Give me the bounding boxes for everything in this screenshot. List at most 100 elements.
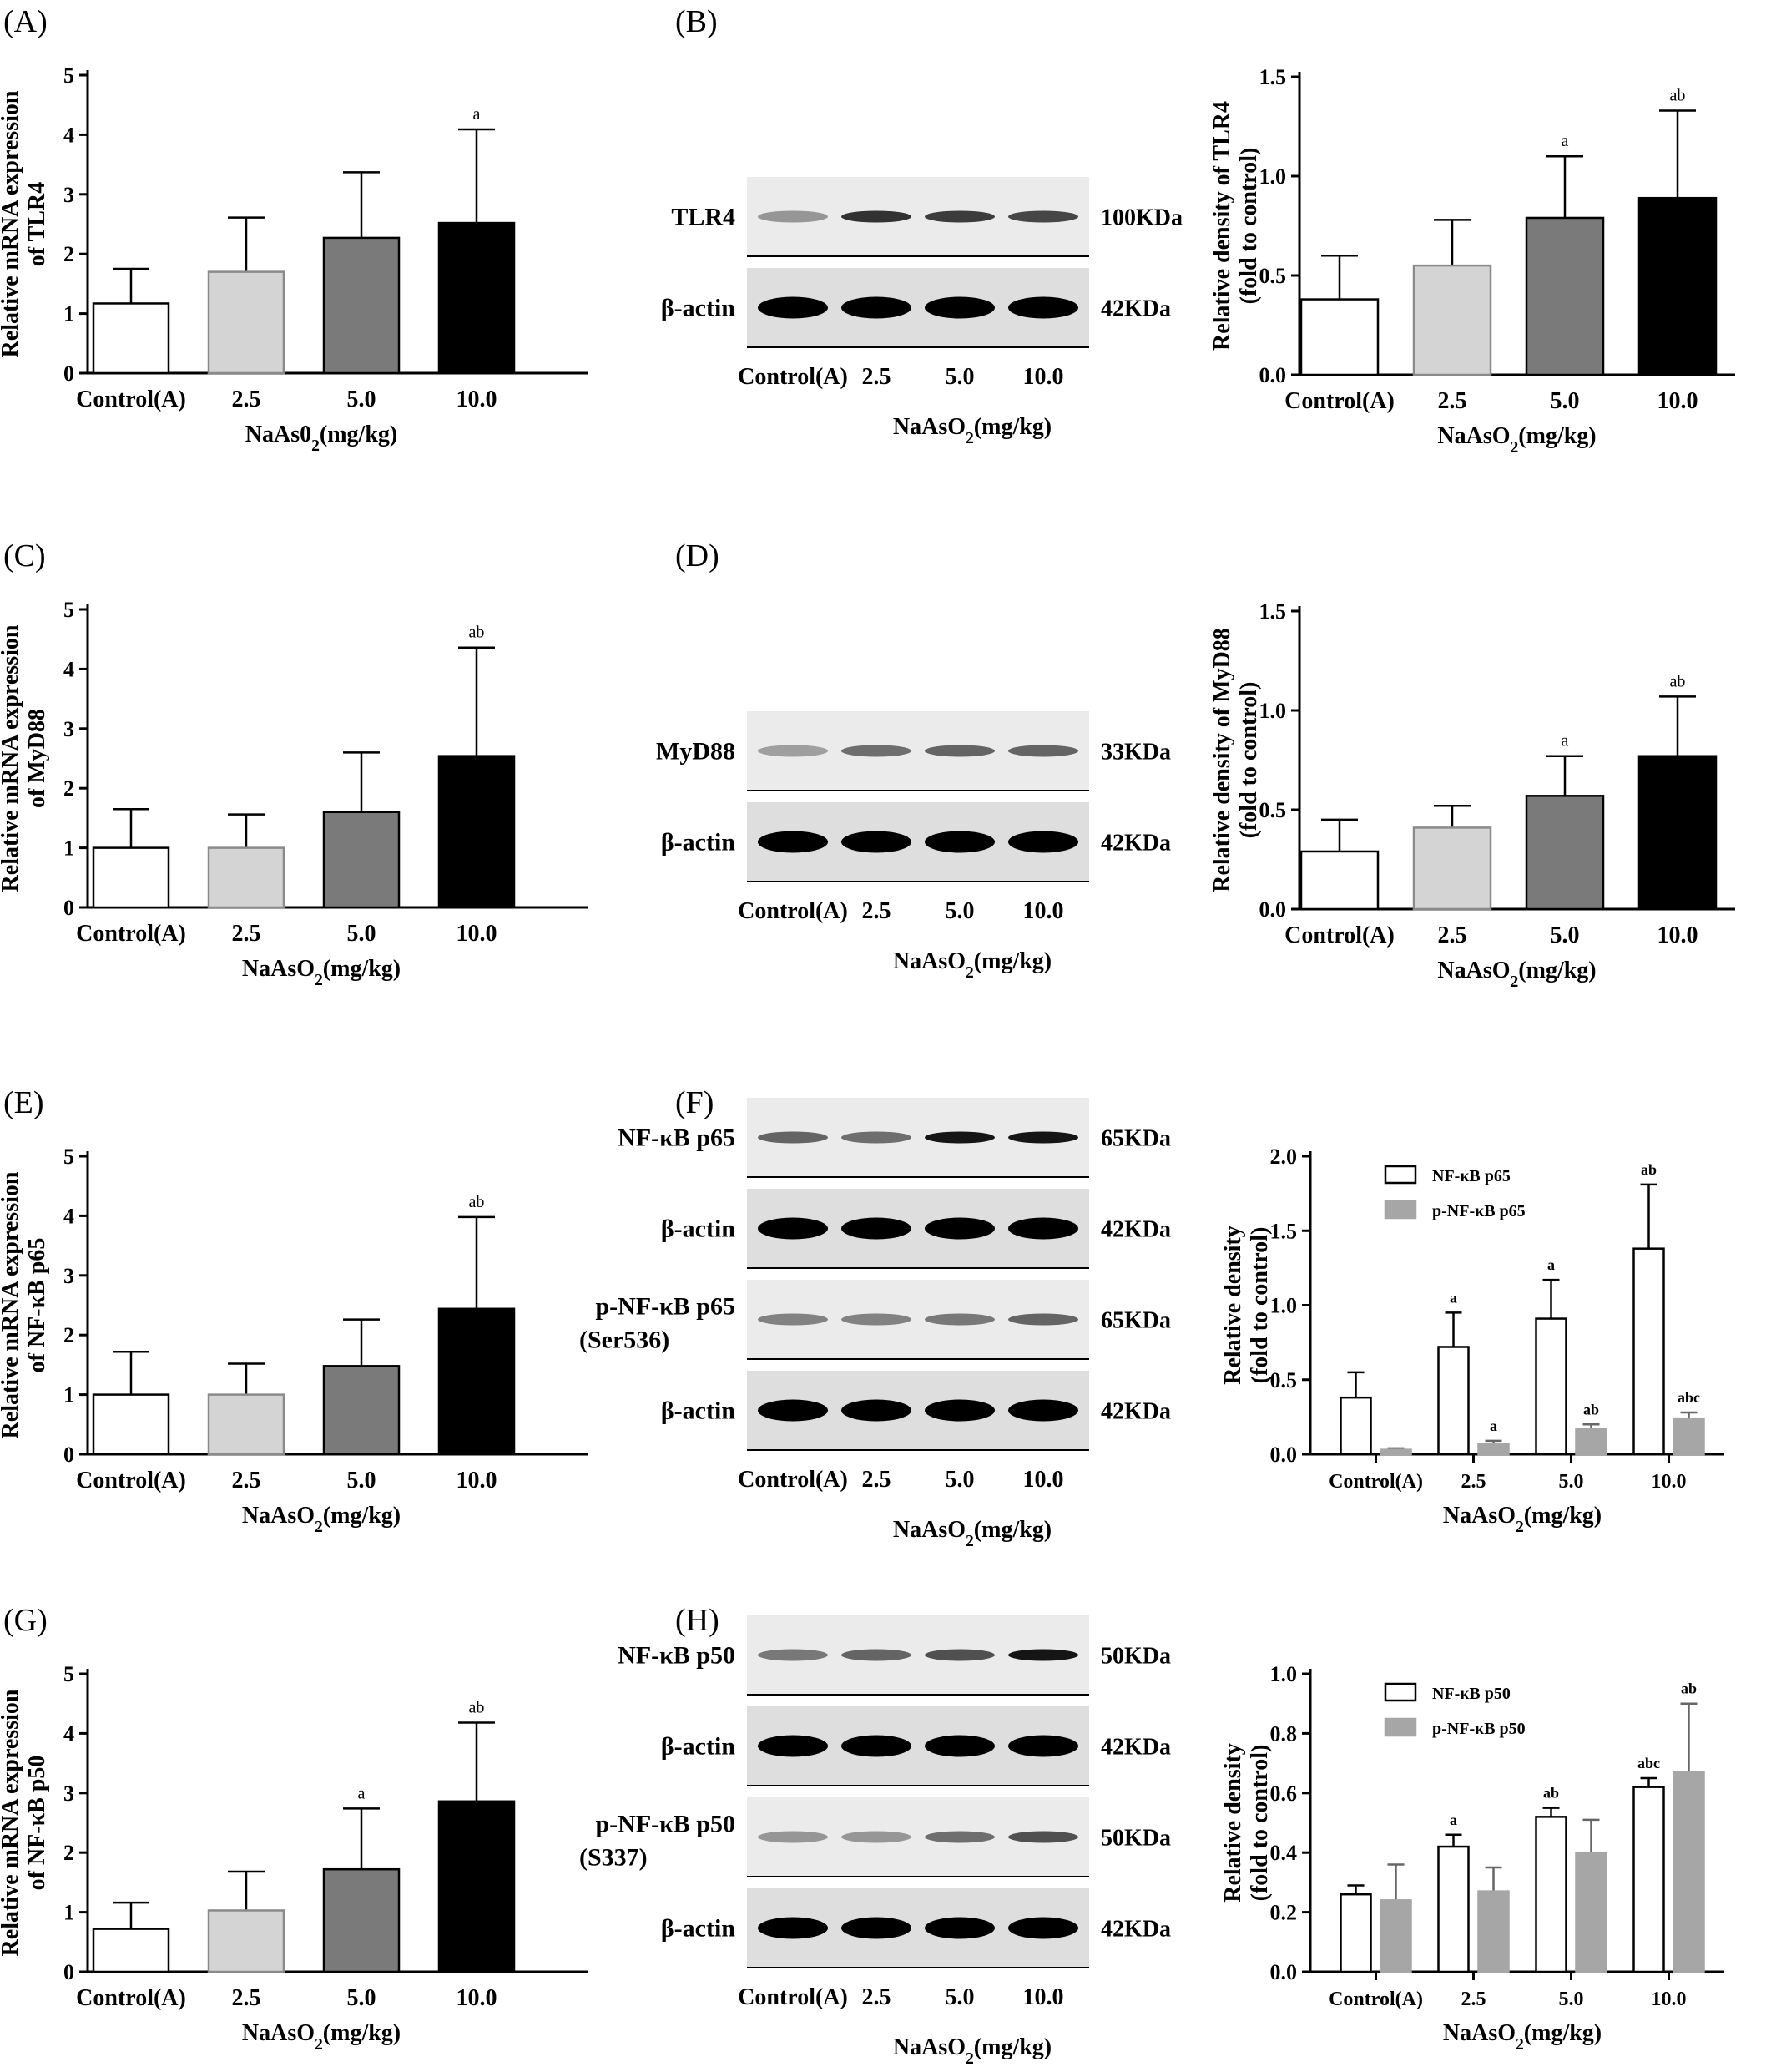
y-tick-label: 0.2 [1270, 1901, 1298, 1925]
bar-total [1340, 1396, 1372, 1456]
chart-4: 0 1 2 3 4 5 Relative mRNA expression of NF-κB p… [0, 1145, 588, 1536]
y-tick-label: 0.6 [1270, 1781, 1298, 1806]
blot-band [841, 210, 911, 223]
y-tick-label: 1 [63, 1901, 74, 1925]
panel-letter: (G) [3, 1603, 48, 1638]
chart-1: 0.0 0.5 1.0 1.5 Relative density of TLR4 (fol… [1209, 65, 1735, 457]
y-tick-label: 1.5 [1259, 65, 1287, 89]
bar [207, 1393, 285, 1456]
western-blot-0: TLR4 100KDa β-actin 42KDa Control(A) 2.5 5.0 10… [661, 177, 1183, 447]
lane-label: 2.5 [862, 1467, 891, 1493]
y-tick-label: 0.0 [1270, 1960, 1298, 1984]
y-axis-label: Relative mRNA expression of TLR4 [0, 90, 50, 357]
blot-band [758, 1399, 828, 1422]
panel-letter: (B) [675, 4, 718, 39]
blot-band [841, 1313, 911, 1326]
bar [1299, 850, 1380, 911]
blot-band [925, 210, 995, 223]
blot-band [1008, 1649, 1078, 1661]
y-tick-label: 0 [63, 1960, 74, 1984]
x-tick-label: 5.0 [1551, 922, 1580, 948]
blot-size-marker: 42KDa [1101, 1735, 1171, 1761]
y-tick-label: 2 [63, 776, 74, 801]
bar [437, 221, 516, 375]
bar [92, 846, 170, 909]
significance-label: a [473, 105, 481, 124]
y-tick-label: 1.0 [1259, 164, 1287, 189]
x-tick-label: 10.0 [1657, 388, 1698, 414]
significance-label: a [1450, 1289, 1457, 1306]
y-tick-label: 3 [63, 183, 74, 207]
blot-band [758, 1735, 828, 1757]
significance-label: ab [469, 624, 485, 642]
x-axis-label: NaAsO2(mg/kg) [1437, 958, 1596, 991]
y-axis-label-line: (fold to control) [1247, 1745, 1273, 1902]
lane-label: 10.0 [1023, 1467, 1064, 1493]
blot-band [758, 1217, 828, 1240]
y-axis-label-line: Relative density of TLR4 [1209, 101, 1235, 351]
blot-band [925, 296, 995, 319]
y-axis-label-line: Relative mRNA expression [0, 1171, 23, 1438]
y-tick-label: 2 [63, 1841, 74, 1865]
y-tick-label: 0 [63, 361, 74, 386]
x-axis-label: NaAsO2(mg/kg) [1443, 2020, 1602, 2054]
bar [207, 270, 285, 375]
bar [322, 1867, 401, 1973]
legend-label: p-NF-κB p65 [1432, 1202, 1526, 1220]
blot-band [925, 1917, 995, 1939]
x-tick-label: 2.5 [1461, 1989, 1486, 2010]
x-axis-label: NaAsO2(mg/kg) [242, 1503, 401, 1536]
x-tick-label: Control(A) [76, 1468, 186, 1493]
x-tick-label: 10.0 [457, 1468, 497, 1493]
y-tick-label: 3 [63, 717, 74, 741]
y-tick-label: 2 [63, 242, 74, 266]
y-axis-label-line: Relative density [1220, 1743, 1246, 1903]
y-tick-label: 0.0 [1259, 897, 1287, 922]
blot-band [1008, 831, 1078, 853]
y-tick-label: 1.0 [1259, 699, 1287, 723]
y-axis-label: Relative density of MyD88 (fold to contro… [1209, 628, 1262, 892]
blot-band [925, 1399, 995, 1422]
y-tick-label: 1 [63, 1383, 74, 1407]
blot-band [841, 1735, 911, 1757]
y-tick-label: 0.5 [1259, 264, 1287, 288]
blot-size-marker: 42KDa [1101, 1917, 1171, 1943]
blot-band [841, 1831, 911, 1843]
y-tick-label: 1.0 [1270, 1294, 1298, 1318]
bar-total [1437, 1346, 1470, 1456]
y-tick-label: 4 [63, 657, 74, 681]
blot-band [925, 1735, 995, 1757]
blot-band [925, 1217, 995, 1240]
blot-band [841, 296, 911, 319]
significance-label: a [1562, 732, 1569, 750]
blot-row-label: NF-κB p65 [618, 1124, 735, 1152]
blot-band [1008, 1313, 1078, 1326]
blot-band [758, 1917, 828, 1939]
blot-band [925, 831, 995, 853]
blot-band [758, 831, 828, 853]
blot-row-label: NF-κB p50 [618, 1642, 735, 1670]
blot-size-marker: 42KDa [1101, 1399, 1171, 1425]
lane-label: 2.5 [862, 1984, 891, 2010]
y-tick-label: 5 [63, 598, 74, 622]
blot-band [1008, 1399, 1078, 1422]
x-axis-label: NaAsO2(mg/kg) [242, 956, 401, 989]
bar [92, 1393, 170, 1456]
blot-band [1008, 1735, 1078, 1757]
x-tick-label: Control(A) [1284, 388, 1395, 414]
y-tick-label: 4 [63, 1204, 74, 1228]
y-axis-label: Relative density (fold to control) [1220, 1226, 1273, 1385]
y-axis-label-line: of NF-κB p65 [24, 1238, 50, 1373]
blot-row-label: β-actin [661, 829, 735, 857]
chart-5: 0.0 0.5 1.0 1.5 2.0 Relative density (fold to … [1220, 1145, 1724, 1536]
blot-band [925, 1649, 995, 1661]
y-axis-label-line: of TLR4 [24, 182, 50, 266]
bar [1412, 264, 1492, 376]
blot-band [758, 1131, 828, 1144]
y-axis-label-line: of NF-κB p50 [24, 1756, 50, 1891]
chart-7: 0.0 0.2 0.4 0.6 0.8 1.0 Relative density (fold … [1220, 1662, 1724, 2054]
y-tick-label: 0.8 [1270, 1721, 1298, 1746]
y-tick-label: 2.0 [1270, 1145, 1298, 1169]
blot-band [758, 1313, 828, 1326]
x-tick-label: 10.0 [1657, 922, 1698, 948]
